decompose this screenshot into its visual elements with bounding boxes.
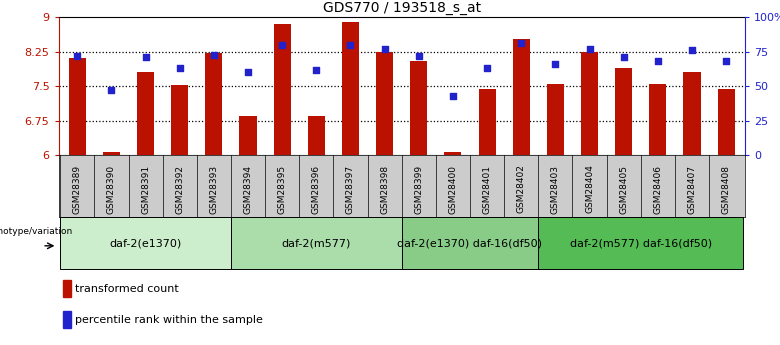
Point xyxy=(105,88,118,93)
Text: GSM28406: GSM28406 xyxy=(654,165,662,214)
Bar xyxy=(547,84,564,155)
Text: GSM28393: GSM28393 xyxy=(209,165,218,214)
Text: GSM28404: GSM28404 xyxy=(585,165,594,214)
Text: GSM28391: GSM28391 xyxy=(141,165,150,214)
Text: GSM28405: GSM28405 xyxy=(619,165,628,214)
Text: GSM28398: GSM28398 xyxy=(380,165,389,214)
Text: GSM28390: GSM28390 xyxy=(107,165,116,214)
Text: GSM28397: GSM28397 xyxy=(346,165,355,214)
Bar xyxy=(103,151,120,155)
Text: genotype/variation: genotype/variation xyxy=(0,227,73,236)
Text: GSM28403: GSM28403 xyxy=(551,165,560,214)
Bar xyxy=(512,39,530,155)
Text: transformed count: transformed count xyxy=(75,284,179,294)
Point xyxy=(686,48,698,53)
Text: GSM28392: GSM28392 xyxy=(176,165,184,214)
Point xyxy=(480,66,493,71)
Point xyxy=(344,42,356,48)
Bar xyxy=(649,84,666,155)
Bar xyxy=(205,53,222,155)
Text: GSM28407: GSM28407 xyxy=(687,165,697,214)
Point xyxy=(651,59,664,64)
Bar xyxy=(60,217,231,269)
Text: GSM28400: GSM28400 xyxy=(448,165,457,214)
Text: daf-2(m577) daf-16(df50): daf-2(m577) daf-16(df50) xyxy=(569,238,712,248)
Point xyxy=(242,70,254,75)
Bar xyxy=(62,311,70,328)
Point xyxy=(71,53,83,59)
Bar xyxy=(239,116,257,155)
Bar xyxy=(376,52,393,155)
Bar xyxy=(538,217,743,269)
Bar xyxy=(615,68,633,155)
Text: percentile rank within the sample: percentile rank within the sample xyxy=(75,315,263,325)
Bar xyxy=(402,217,538,269)
Bar xyxy=(137,71,154,155)
Title: GDS770 / 193518_s_at: GDS770 / 193518_s_at xyxy=(323,1,480,15)
Bar xyxy=(308,116,324,155)
Bar xyxy=(69,58,86,155)
Point xyxy=(413,53,425,59)
Bar xyxy=(479,89,495,155)
Point xyxy=(583,46,596,52)
Point xyxy=(515,41,527,46)
Point xyxy=(140,55,152,60)
Bar xyxy=(62,280,70,297)
Point xyxy=(310,67,323,72)
Point xyxy=(207,52,220,57)
Bar xyxy=(718,89,735,155)
Text: daf-2(m577): daf-2(m577) xyxy=(282,238,351,248)
Text: GSM28408: GSM28408 xyxy=(722,165,731,214)
Bar xyxy=(445,151,462,155)
Bar xyxy=(171,85,188,155)
Bar xyxy=(342,22,359,155)
Point xyxy=(549,61,562,67)
Point xyxy=(618,55,630,60)
Bar xyxy=(231,217,402,269)
Text: daf-2(e1370) daf-16(df50): daf-2(e1370) daf-16(df50) xyxy=(398,238,543,248)
Bar xyxy=(683,72,700,155)
Bar xyxy=(274,24,291,155)
Point xyxy=(173,66,186,71)
Text: GSM28394: GSM28394 xyxy=(243,165,253,214)
Text: GSM28402: GSM28402 xyxy=(516,165,526,214)
Text: daf-2(e1370): daf-2(e1370) xyxy=(109,238,182,248)
Text: GSM28396: GSM28396 xyxy=(312,165,321,214)
Text: GSM28399: GSM28399 xyxy=(414,165,424,214)
Text: GSM28395: GSM28395 xyxy=(278,165,287,214)
Text: GSM28401: GSM28401 xyxy=(483,165,491,214)
Bar xyxy=(410,61,427,155)
Point xyxy=(276,42,289,48)
Point xyxy=(720,59,732,64)
Point xyxy=(378,46,391,52)
Bar xyxy=(581,52,598,155)
Text: GSM28389: GSM28389 xyxy=(73,165,82,214)
Point xyxy=(447,93,459,99)
